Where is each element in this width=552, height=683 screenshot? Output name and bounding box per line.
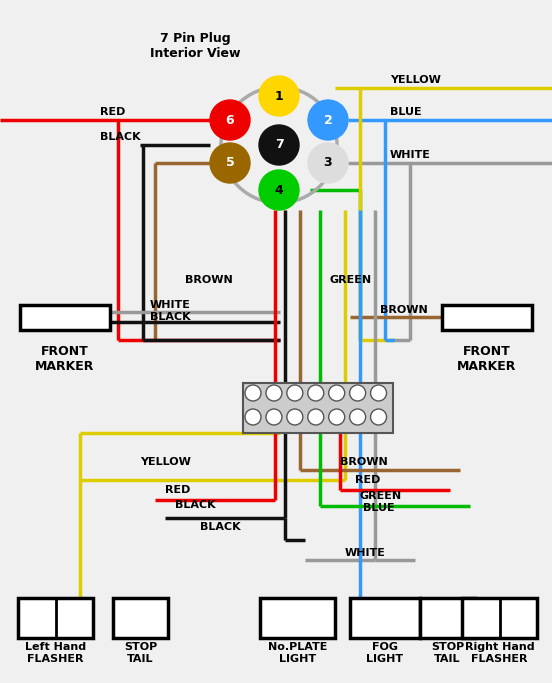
Text: 6: 6 <box>226 113 234 126</box>
Text: WHITE: WHITE <box>150 300 191 310</box>
Text: 7 Pin Plug
Interior View: 7 Pin Plug Interior View <box>150 32 240 60</box>
Circle shape <box>266 409 282 425</box>
Text: STOP
TAIL: STOP TAIL <box>431 642 464 664</box>
Circle shape <box>328 385 344 401</box>
Text: WHITE: WHITE <box>345 548 386 558</box>
Circle shape <box>308 409 324 425</box>
Circle shape <box>349 409 365 425</box>
Text: WHITE: WHITE <box>390 150 431 160</box>
Text: YELLOW: YELLOW <box>390 75 441 85</box>
Text: STOP
TAIL: STOP TAIL <box>124 642 157 664</box>
Text: BLACK: BLACK <box>200 522 241 532</box>
Circle shape <box>210 143 250 183</box>
Circle shape <box>308 143 348 183</box>
Text: 2: 2 <box>323 113 332 126</box>
Text: 7: 7 <box>275 139 283 152</box>
Bar <box>420 598 475 638</box>
Circle shape <box>245 385 261 401</box>
Text: BLACK: BLACK <box>175 500 216 510</box>
Bar <box>350 598 420 638</box>
Circle shape <box>370 409 386 425</box>
Text: 3: 3 <box>323 156 332 169</box>
Text: BLACK: BLACK <box>150 312 190 322</box>
Circle shape <box>266 385 282 401</box>
Circle shape <box>328 409 344 425</box>
Circle shape <box>370 385 386 401</box>
Bar <box>243 383 393 433</box>
Text: FRONT
MARKER: FRONT MARKER <box>457 345 517 373</box>
Bar <box>462 598 537 638</box>
Bar <box>20 305 110 330</box>
Circle shape <box>259 170 299 210</box>
Bar <box>18 598 93 638</box>
Text: YELLOW: YELLOW <box>140 457 191 467</box>
Text: RED: RED <box>355 475 380 485</box>
Circle shape <box>210 100 250 140</box>
Text: 5: 5 <box>226 156 235 169</box>
Circle shape <box>349 385 365 401</box>
Circle shape <box>287 409 303 425</box>
Text: Right Hand
FLASHER: Right Hand FLASHER <box>465 642 534 664</box>
Text: GREEN: GREEN <box>330 275 372 285</box>
Text: BLACK: BLACK <box>100 132 141 142</box>
Text: FRONT
MARKER: FRONT MARKER <box>35 345 95 373</box>
Text: BROWN: BROWN <box>340 457 388 467</box>
Text: BLUE: BLUE <box>363 503 395 513</box>
Bar <box>442 305 532 330</box>
Text: GREEN: GREEN <box>360 491 402 501</box>
Circle shape <box>287 385 303 401</box>
Text: RED: RED <box>165 485 190 495</box>
Circle shape <box>259 76 299 116</box>
Text: BROWN: BROWN <box>185 275 233 285</box>
Circle shape <box>308 100 348 140</box>
Circle shape <box>308 385 324 401</box>
Text: FOG
LIGHT: FOG LIGHT <box>367 642 404 664</box>
Text: BROWN: BROWN <box>380 305 428 315</box>
Circle shape <box>245 409 261 425</box>
Circle shape <box>259 125 299 165</box>
Text: Left Hand
FLASHER: Left Hand FLASHER <box>25 642 86 664</box>
Text: No.PLATE
LIGHT: No.PLATE LIGHT <box>268 642 327 664</box>
Text: 1: 1 <box>275 89 283 102</box>
Text: BLUE: BLUE <box>390 107 422 117</box>
Text: RED: RED <box>100 107 125 117</box>
Text: 4: 4 <box>275 184 283 197</box>
Bar <box>113 598 168 638</box>
Bar <box>260 598 335 638</box>
